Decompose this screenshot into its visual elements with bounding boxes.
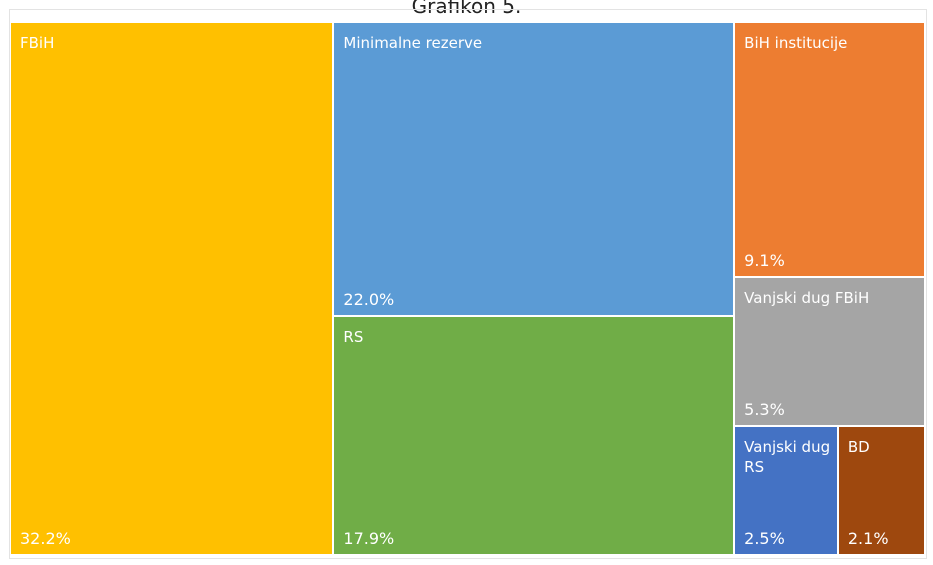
value-label: 2.1% (847, 528, 889, 548)
cell-label: BD (847, 437, 870, 456)
value-label: 2.5% (744, 528, 785, 548)
value-label: 32.2% (20, 529, 71, 548)
cell-label: Vanjski dug RS (744, 437, 831, 476)
value-label: 17.9% (343, 528, 395, 548)
cell-label: Vanjski dug FBiH (744, 289, 870, 308)
treemap-cell: Vanjski dug RS 2.5% (734, 425, 838, 555)
cell-label: Minimalne rezerve (343, 34, 483, 52)
cell-label: FBiH (20, 34, 55, 52)
treemap-cell: BD 2.1% (837, 425, 925, 555)
treemap-cell: RS 17.9% (333, 315, 735, 555)
value-label: 5.3% (744, 399, 785, 419)
treemap-cell: FBiH 32.2% (10, 22, 334, 555)
value-label: 9.1% (744, 251, 785, 271)
cell-label: RS (343, 327, 364, 346)
treemap-cell: BiH institucije 9.1% (734, 22, 925, 278)
plot-area (9, 9, 927, 559)
cell-label: BiH institucije (744, 34, 848, 52)
treemap-cell: Minimalne rezerve 22.0% (333, 22, 735, 316)
value-label: 22.0% (343, 289, 395, 309)
treemap-cell: Vanjski dug FBiH 5.3% (734, 277, 925, 426)
